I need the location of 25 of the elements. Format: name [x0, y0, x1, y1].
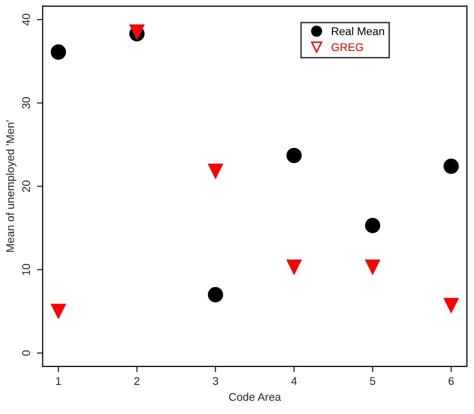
x-tick-label: 1 [56, 377, 61, 385]
point [50, 304, 66, 319]
y-tick-label: 20 [22, 180, 30, 192]
point [208, 164, 224, 179]
point [444, 298, 459, 314]
legend-label: Real Mean [332, 27, 384, 36]
x-tick-label: 2 [134, 377, 140, 385]
x-axis-title: Code Area [229, 392, 282, 401]
y-tick-label: 30 [22, 97, 30, 109]
x-tick-label: 5 [370, 377, 376, 385]
x-tick-label: 3 [212, 377, 218, 385]
point [286, 148, 302, 164]
x-tick-label: 4 [291, 377, 297, 385]
point [50, 44, 66, 60]
y-tick-label: 0 [22, 350, 30, 356]
y-tick-label: 40 [22, 14, 30, 26]
point [364, 260, 380, 275]
point [444, 158, 459, 174]
legend-label: GREG [332, 43, 363, 52]
y-tick-label: 10 [22, 264, 30, 276]
x-tick-label: 6 [448, 377, 454, 385]
point [208, 287, 224, 302]
point [364, 218, 380, 234]
y-axis-title: Mean of unemployed 'Men' [6, 120, 16, 252]
point [286, 260, 302, 275]
